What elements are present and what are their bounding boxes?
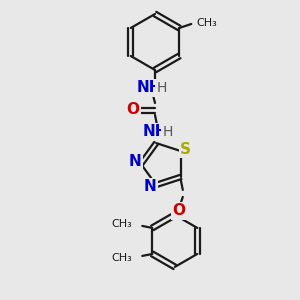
Text: CH₃: CH₃ (196, 18, 217, 28)
Text: O: O (127, 103, 140, 118)
Text: H: H (157, 81, 167, 95)
Text: NH: NH (136, 80, 162, 95)
Text: N: N (144, 179, 157, 194)
Text: H: H (163, 125, 173, 139)
Text: O: O (172, 203, 185, 218)
Text: S: S (180, 142, 191, 157)
Text: CH₃: CH₃ (112, 253, 132, 263)
Text: NH: NH (142, 124, 168, 140)
Text: CH₃: CH₃ (112, 219, 132, 229)
Text: N: N (129, 154, 141, 169)
